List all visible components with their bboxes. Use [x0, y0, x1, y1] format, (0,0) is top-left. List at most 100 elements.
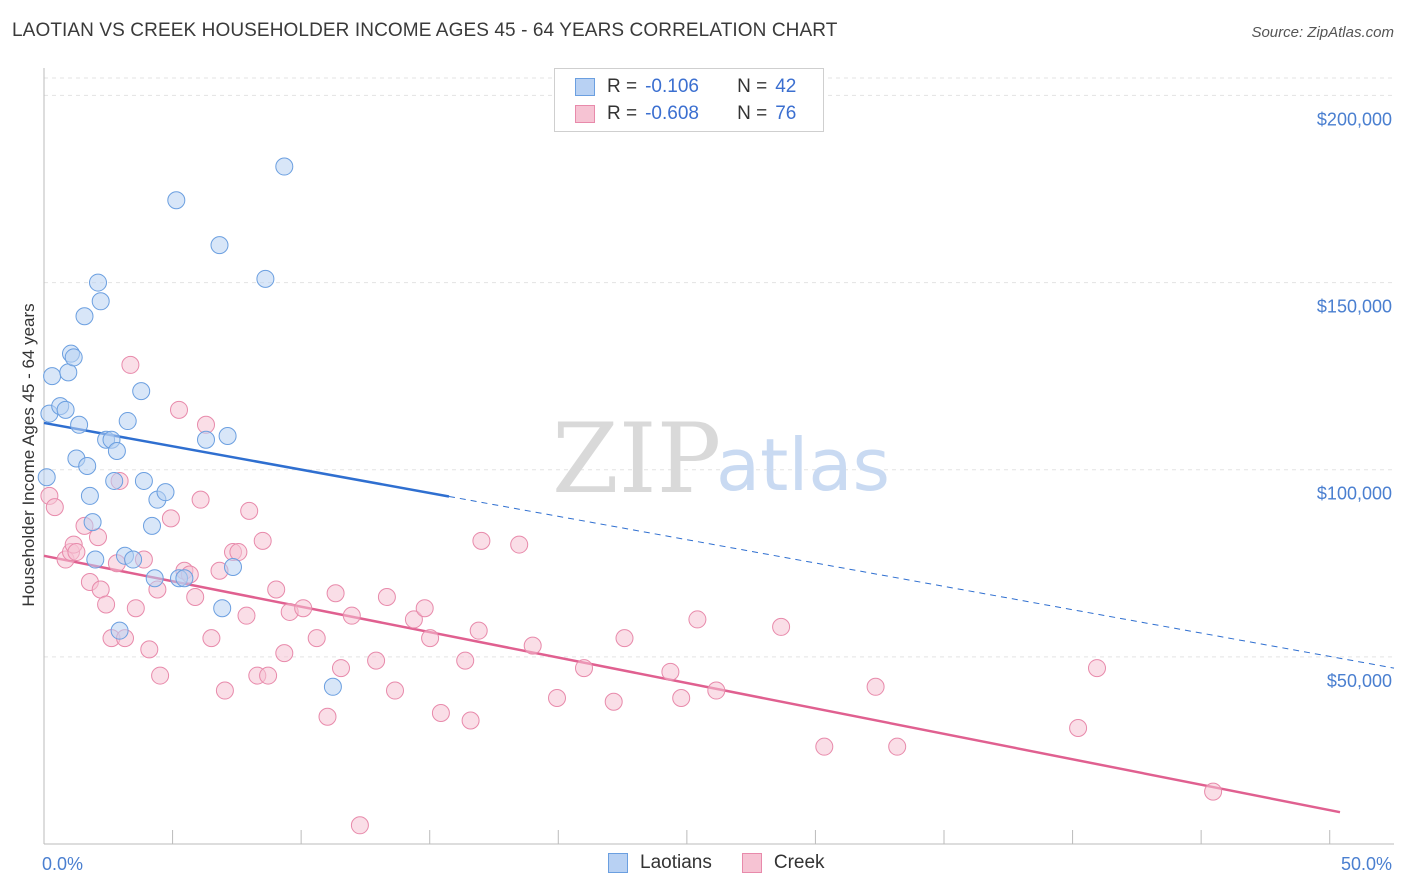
point-creek — [415, 599, 434, 618]
point-creek — [510, 535, 529, 554]
point-creek — [431, 704, 450, 722]
point-creek — [91, 580, 110, 599]
y-axis-label: Householder Income Ages 45 - 64 years — [19, 303, 38, 606]
legend-n-label: N = — [737, 76, 768, 97]
point-laotians — [218, 427, 237, 446]
point-creek — [575, 659, 593, 678]
tick-labels: $50,000 $100,000 $150,000 $200,000 0.0% 50.0% — [42, 109, 1392, 874]
y-tick-label: $50,000 — [1327, 671, 1392, 691]
point-creek — [548, 689, 566, 708]
point-creek — [126, 599, 145, 618]
watermark: ZIP atlas — [552, 403, 890, 515]
point-laotians — [197, 430, 215, 449]
point-laotians — [37, 468, 56, 487]
point-creek — [294, 599, 313, 618]
legend-n-label: N = — [737, 103, 768, 124]
legend-swatch-laotians — [575, 78, 595, 96]
point-creek — [237, 606, 256, 625]
point-creek — [161, 509, 180, 528]
point-creek — [688, 610, 707, 629]
point-creek — [259, 666, 278, 685]
source-label: Source: ZipAtlas.com — [1251, 24, 1394, 41]
point-laotians — [210, 236, 229, 255]
y-tick-label: $150,000 — [1317, 297, 1392, 317]
point-laotians — [323, 677, 342, 696]
point-laotians — [124, 550, 143, 569]
point-creek — [350, 816, 369, 835]
point-creek — [267, 580, 286, 599]
point-creek — [1069, 718, 1088, 737]
point-laotians — [110, 621, 129, 640]
point-creek — [89, 528, 107, 547]
point-creek — [604, 692, 623, 711]
legend: R = -0.106 N = 42 R = -0.608 N = 76 — [554, 68, 824, 132]
point-creek — [121, 355, 140, 374]
point-laotians — [145, 569, 164, 588]
point-creek — [421, 629, 440, 648]
point-laotians — [91, 292, 110, 311]
point-laotians — [224, 558, 242, 577]
series-name-creek: Creek — [773, 852, 825, 873]
point-creek — [888, 737, 907, 756]
point-creek — [97, 595, 116, 614]
legend-r-label: R = — [607, 76, 638, 97]
point-laotians — [213, 599, 232, 618]
point-creek — [275, 644, 294, 663]
point-creek — [1204, 782, 1223, 801]
point-creek — [186, 587, 205, 606]
point-creek — [815, 737, 834, 756]
point-creek — [367, 651, 386, 670]
point-laotians — [118, 412, 137, 431]
point-laotians — [59, 363, 78, 382]
grid-lines — [44, 77, 1394, 658]
point-creek — [472, 531, 491, 550]
trend-line-creek — [43, 554, 1341, 814]
point-creek — [469, 621, 488, 640]
point-laotians — [70, 415, 89, 434]
series-legend: Laotians Creek — [608, 852, 855, 874]
y-tick-label: $100,000 — [1317, 484, 1392, 504]
point-creek — [342, 606, 361, 625]
legend-r-label: R = — [607, 103, 638, 124]
point-creek — [461, 711, 480, 730]
series-legend-creek: Creek — [741, 852, 825, 874]
point-creek — [240, 501, 259, 520]
point-creek — [151, 666, 170, 685]
point-laotians — [75, 307, 94, 326]
series-legend-laotians: Laotians — [608, 852, 712, 874]
watermark-atlas: atlas — [716, 423, 890, 507]
point-laotians — [275, 157, 294, 176]
data-points — [37, 157, 1223, 835]
point-creek — [332, 659, 350, 678]
point-laotians — [132, 382, 151, 401]
trend-line-laotians-extension — [448, 495, 1395, 669]
point-laotians — [143, 516, 161, 535]
point-creek — [67, 543, 86, 562]
point-creek — [202, 629, 221, 648]
series-name-laotians: Laotians — [640, 852, 712, 873]
point-laotians — [78, 456, 97, 475]
x-tick-label-max: 50.0% — [1341, 854, 1392, 874]
point-laotians — [43, 367, 62, 386]
legend-n-value: 76 — [775, 103, 797, 124]
point-creek — [229, 543, 248, 562]
legend-n-value: 42 — [775, 76, 797, 97]
point-laotians — [107, 442, 126, 460]
point-creek — [197, 415, 215, 434]
point-creek — [326, 584, 345, 603]
point-creek — [386, 681, 404, 700]
point-creek — [1088, 659, 1106, 678]
series-swatch-creek — [741, 853, 762, 873]
point-creek — [707, 681, 726, 700]
y-tick-label: $200,000 — [1317, 109, 1392, 129]
point-laotians — [86, 550, 105, 569]
legend-r-value: -0.608 — [645, 103, 699, 124]
legend-row-creek: R = -0.608 N = 76 — [575, 101, 796, 127]
point-creek — [318, 707, 337, 726]
point-creek — [404, 610, 423, 629]
legend-swatch-creek — [575, 105, 595, 123]
point-creek — [661, 662, 680, 681]
point-creek — [456, 651, 475, 670]
axes — [43, 68, 1394, 845]
point-laotians — [175, 569, 194, 588]
